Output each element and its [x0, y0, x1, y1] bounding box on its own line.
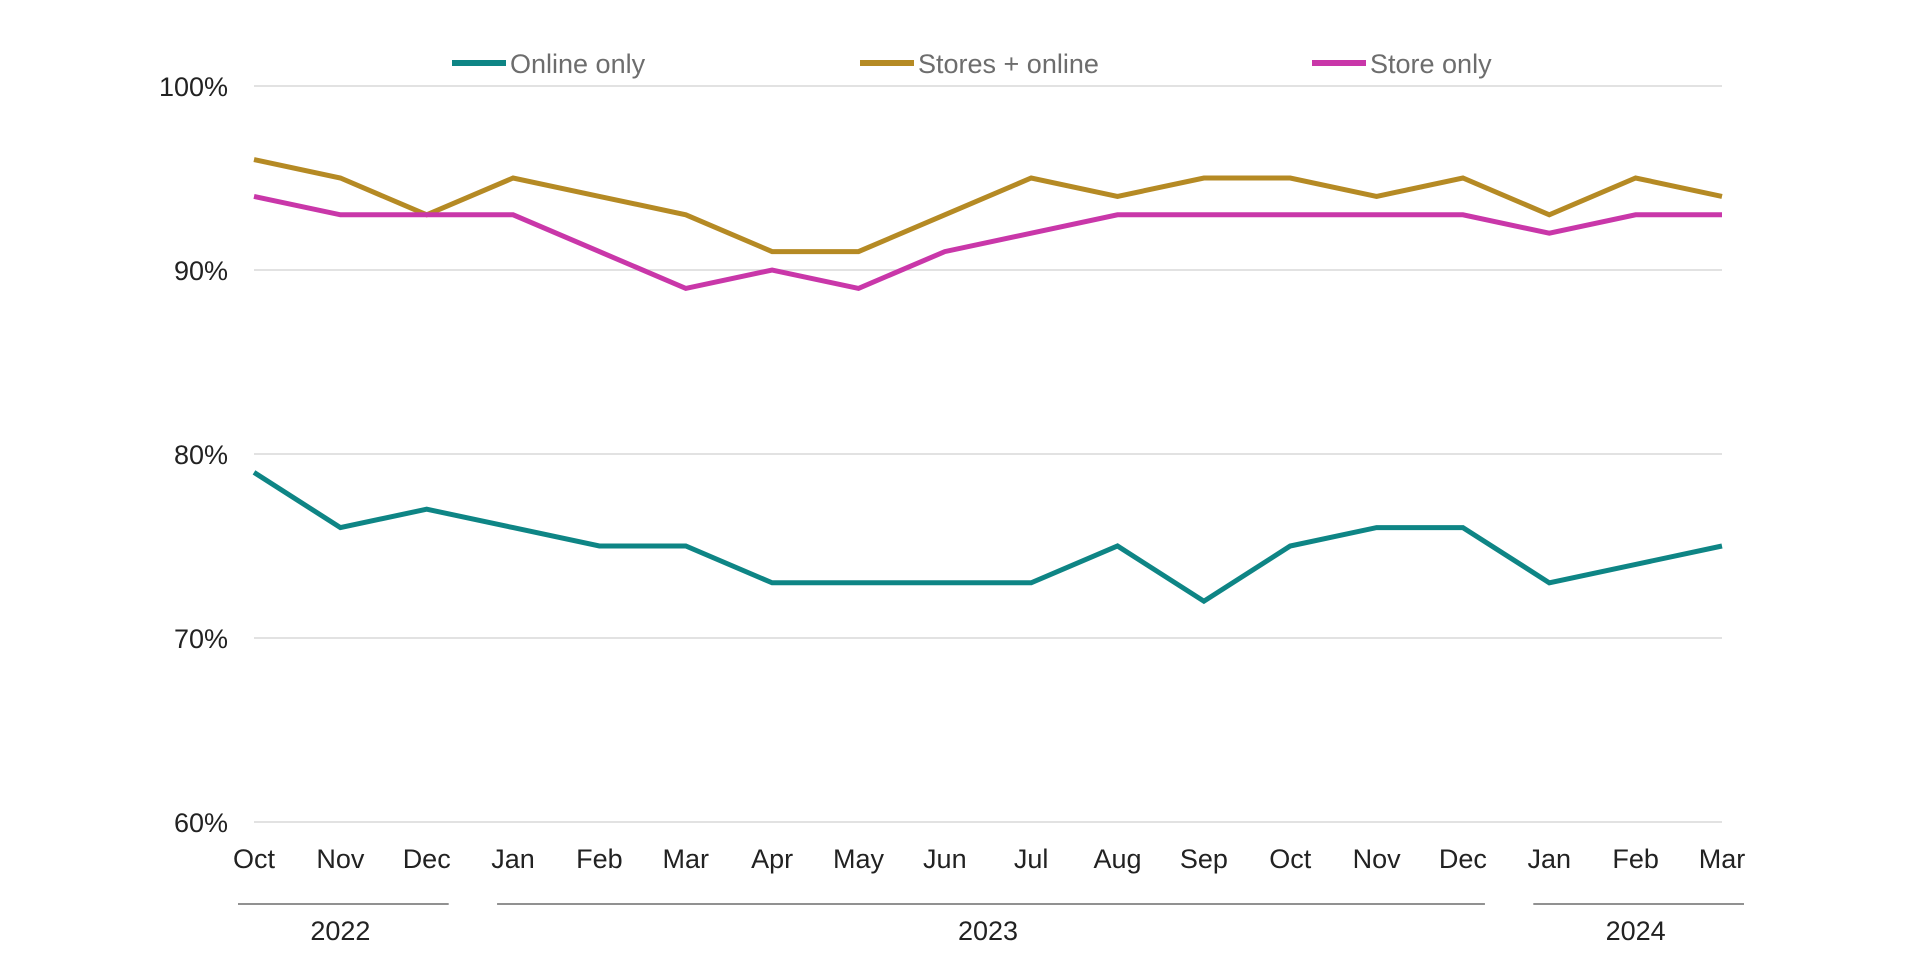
- x-tick-label: Dec: [403, 844, 451, 874]
- series-line-online-only: [252, 470, 1723, 605]
- x-tick-label: May: [833, 844, 885, 874]
- y-axis-tick-labels: 60% 70% 80% 90% 100%: [159, 72, 228, 838]
- y-tick-label: 100%: [159, 72, 228, 102]
- legend-label-store-only: Store only: [1370, 49, 1492, 79]
- x-tick-label: Nov: [1353, 844, 1402, 874]
- legend-label-stores-online: Stores + online: [918, 49, 1099, 79]
- series-lines: [252, 157, 1723, 605]
- series-line-store-only: [253, 193, 1722, 292]
- year-groups: 2022 2023 2024: [238, 903, 1744, 946]
- series-line-stores-online: [253, 157, 1723, 255]
- y-tick-label: 70%: [174, 624, 228, 654]
- x-tick-label: Apr: [751, 844, 793, 874]
- x-tick-label: Feb: [1612, 844, 1659, 874]
- year-group-label: 2023: [958, 916, 1018, 946]
- x-tick-label: Oct: [1269, 844, 1312, 874]
- x-tick-label: Feb: [576, 844, 623, 874]
- year-group-label: 2022: [310, 916, 370, 946]
- legend: Online only Stores + online Store only: [452, 49, 1492, 79]
- x-tick-label: Mar: [663, 844, 710, 874]
- x-tick-label: Dec: [1439, 844, 1487, 874]
- x-tick-label: Aug: [1094, 844, 1142, 874]
- x-tick-label: Mar: [1699, 844, 1746, 874]
- x-axis-tick-labels: Oct Nov Dec Jan Feb Mar Apr May Jun Jul Aug Sep Oct N…: [233, 844, 1745, 874]
- x-tick-label: Jul: [1014, 844, 1049, 874]
- y-tick-label: 60%: [174, 808, 228, 838]
- legend-label-online-only: Online only: [510, 49, 646, 79]
- y-tick-label: 80%: [174, 440, 228, 470]
- y-tick-label: 90%: [174, 256, 228, 286]
- x-tick-label: Sep: [1180, 844, 1228, 874]
- x-tick-label: Jan: [491, 844, 535, 874]
- x-tick-label: Oct: [233, 844, 276, 874]
- x-tick-label: Jan: [1528, 844, 1572, 874]
- year-group-label: 2024: [1606, 916, 1666, 946]
- x-tick-label: Jun: [923, 844, 967, 874]
- gridlines: [254, 85, 1722, 823]
- x-tick-label: Nov: [316, 844, 365, 874]
